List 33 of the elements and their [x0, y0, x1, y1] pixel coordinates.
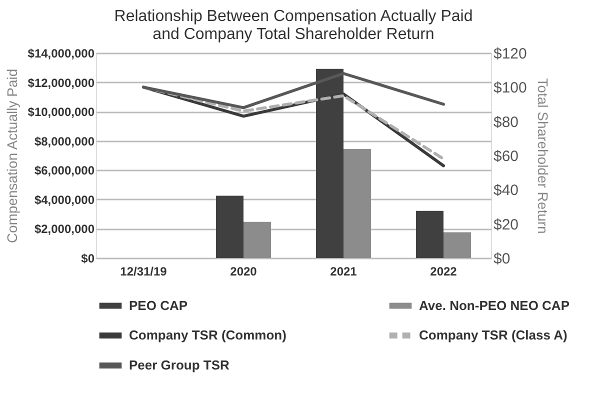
bar: [416, 210, 444, 258]
x-tick-label: 2020: [230, 264, 258, 278]
x-tick-label: 2021: [330, 264, 358, 278]
y-tick-label: $12,000,000: [28, 76, 95, 90]
legend-label: PEO CAP: [129, 298, 188, 313]
legend-label: Peer Group TSR: [129, 358, 230, 372]
y2-axis-title: Total Shareholder Return: [534, 78, 551, 234]
y2-tick-label: $60: [494, 148, 519, 165]
chart-title: Relationship Between Compensation Actually Paid and Company Total Shareholder Return: [114, 8, 473, 43]
bar: [244, 222, 271, 258]
line-series: [142, 72, 445, 110]
y2-tick-label: $100: [494, 80, 527, 97]
y2-tick-label: $0: [494, 250, 510, 268]
y-tick-label: $4,000,000: [34, 192, 95, 207]
y2-tick-label: $80: [494, 114, 519, 131]
y-axis-title: Compensation Actually Paid: [4, 68, 20, 244]
y-tick-label: $14,000,000: [28, 46, 95, 60]
legend-label: Company TSR (Class A): [419, 328, 568, 342]
y-tick-label: $0: [81, 252, 95, 266]
x-tick-label: 2022: [430, 264, 458, 278]
x-tick-label: 12/31/19: [120, 264, 168, 278]
y2-tick-label: $120: [494, 46, 527, 62]
bar: [344, 149, 371, 258]
y-tick-label: $6,000,000: [34, 164, 95, 178]
y2-tick-label: $20: [494, 216, 519, 234]
legend-label: Ave. Non-PEO NEO CAP: [419, 298, 570, 313]
bar: [444, 232, 471, 258]
y2-tick-label: $40: [494, 182, 519, 200]
y-tick-label: $10,000,000: [28, 105, 95, 120]
y-tick-label: $8,000,000: [34, 134, 95, 148]
legend-label: Company TSR (Common): [129, 328, 286, 342]
y-tick-label: $2,000,000: [34, 222, 95, 236]
bar: [216, 196, 244, 258]
